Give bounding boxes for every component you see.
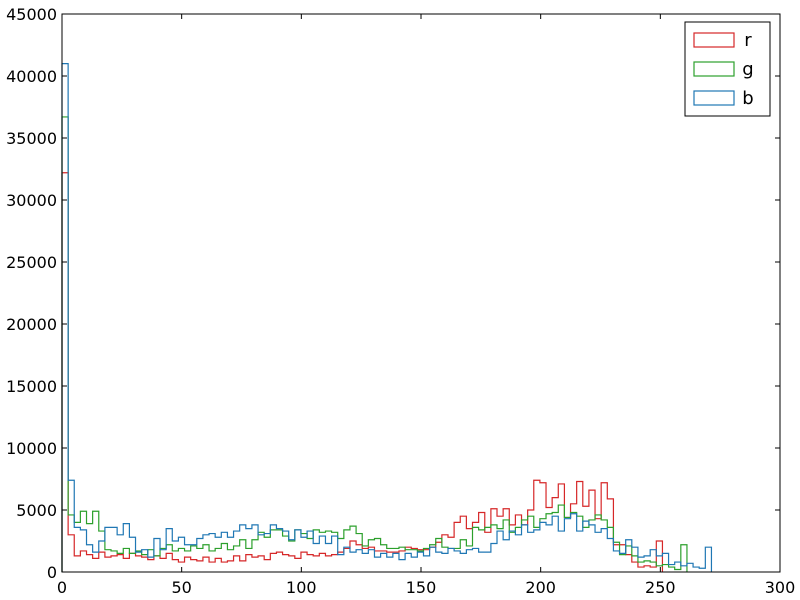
y-tick-label: 30000	[6, 191, 57, 210]
x-tick-label: 200	[525, 578, 556, 597]
x-tick-label: 50	[171, 578, 191, 597]
x-tick-label: 100	[286, 578, 317, 597]
series-g-line	[61, 116, 688, 572]
y-tick-label: 25000	[6, 253, 57, 272]
legend-swatch-r	[693, 32, 735, 48]
x-tick-label: 250	[645, 578, 676, 597]
y-tick-label: 15000	[6, 377, 57, 396]
legend-box	[684, 21, 771, 117]
x-tick-label: 150	[406, 578, 437, 597]
x-tick-label: 0	[57, 578, 67, 597]
y-tick-label: 20000	[6, 315, 57, 334]
plot-frame	[61, 13, 781, 573]
y-tick-label: 0	[47, 563, 57, 582]
series-layer	[61, 63, 713, 572]
y-tick-label: 35000	[6, 129, 57, 148]
legend-swatch-b	[693, 90, 735, 106]
legend-swatch-g	[693, 61, 735, 77]
y-tick-label: 5000	[16, 501, 57, 520]
legend-label-b: b	[742, 88, 753, 109]
axis-ticks: 0 50 100 150 200 250 300 0 5000 10000 15000 20000 25…	[6, 5, 795, 597]
x-tick-label: 300	[765, 578, 796, 597]
y-tick-label: 10000	[6, 439, 57, 458]
y-tick-label: 40000	[6, 67, 57, 86]
legend-label-r: r	[744, 30, 752, 51]
series-b-line	[61, 63, 713, 572]
legend-label-g: g	[742, 59, 753, 80]
y-tick-label: 45000	[6, 5, 57, 24]
legend: rgb	[684, 21, 771, 117]
